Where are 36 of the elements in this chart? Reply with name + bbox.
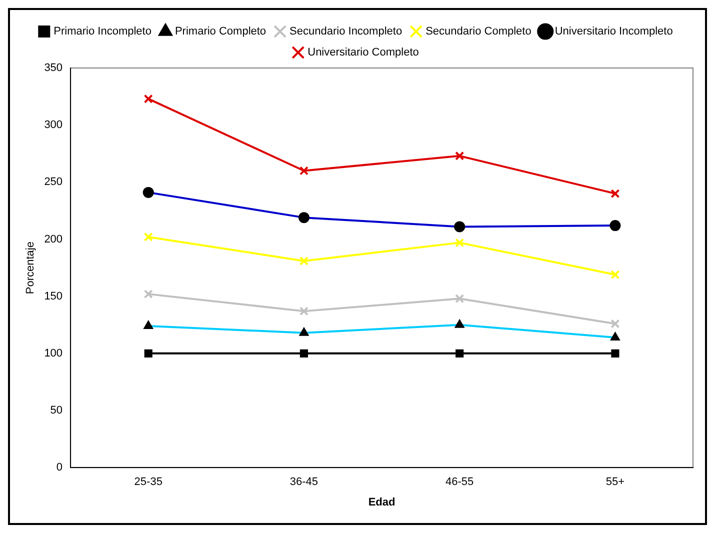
y-tick-label: 50 — [50, 404, 63, 417]
point — [456, 349, 464, 358]
y-axis-title: Porcentaje — [24, 242, 37, 294]
x-tick-label: 55+ — [606, 476, 625, 488]
point — [455, 151, 464, 160]
y-tick-label: 200 — [44, 233, 63, 246]
y-tick-label: 300 — [44, 119, 63, 132]
y-tick-label: 150 — [44, 290, 63, 302]
point — [455, 238, 464, 248]
point — [299, 166, 309, 176]
point — [299, 256, 309, 266]
point — [610, 189, 620, 198]
x-axis-title: Edad — [368, 496, 396, 508]
point — [144, 232, 153, 242]
legend-label: Secundario Incompleto — [290, 26, 402, 38]
legend-label: Universitario Completo — [308, 46, 419, 59]
x-tick-label: 46-55 — [446, 476, 474, 488]
x-tick-label: 25-35 — [134, 476, 162, 488]
point — [300, 349, 308, 358]
y-tick-label: 350 — [44, 62, 63, 74]
point — [455, 294, 464, 304]
legend-label: Secundario Completo — [426, 26, 532, 38]
legend-label: Primario Incompleto — [54, 26, 152, 38]
legend-label: Primario Completo — [174, 26, 266, 38]
point — [144, 290, 153, 299]
point — [610, 270, 620, 280]
point — [610, 319, 620, 328]
x-tick-label: 36-45 — [290, 476, 318, 488]
point — [144, 349, 152, 358]
y-tick-label: 0 — [56, 462, 63, 474]
point — [299, 306, 309, 316]
legend-label: Universitario Incompleto — [554, 26, 673, 38]
point — [611, 349, 620, 358]
y-tick-label: 100 — [44, 347, 63, 360]
y-tick-label: 250 — [44, 176, 63, 188]
point — [144, 94, 153, 104]
